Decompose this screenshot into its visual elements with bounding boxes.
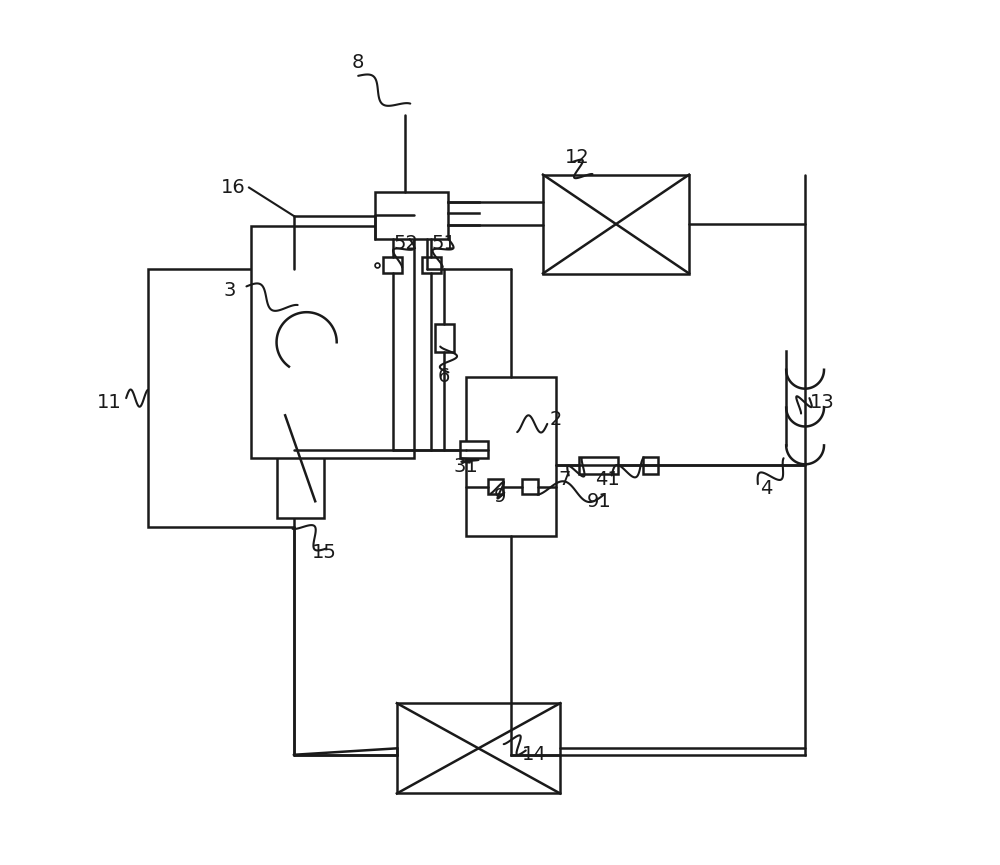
Text: 3: 3 <box>223 281 235 300</box>
Bar <box>579 457 618 474</box>
Bar <box>375 192 448 239</box>
Text: 13: 13 <box>810 393 835 412</box>
Bar <box>397 703 560 793</box>
Text: 91: 91 <box>586 492 611 510</box>
Text: 9: 9 <box>494 488 506 507</box>
Bar <box>488 479 503 495</box>
Text: 4: 4 <box>760 479 773 498</box>
Text: 6: 6 <box>438 367 450 386</box>
Text: 12: 12 <box>565 148 590 167</box>
Bar <box>148 269 294 527</box>
Bar <box>251 227 414 458</box>
Text: 15: 15 <box>311 543 336 562</box>
Bar <box>460 441 488 458</box>
Text: 8: 8 <box>352 54 364 73</box>
Bar <box>422 257 441 272</box>
Text: 7: 7 <box>558 471 571 490</box>
Bar <box>277 398 324 518</box>
Bar <box>643 457 658 474</box>
Text: 52: 52 <box>393 234 418 253</box>
Text: 11: 11 <box>97 393 121 412</box>
Text: 41: 41 <box>595 471 620 490</box>
Bar <box>466 376 556 535</box>
Text: 51: 51 <box>432 234 457 253</box>
Text: 31: 31 <box>453 458 478 477</box>
Bar <box>435 324 454 352</box>
Bar <box>522 479 538 495</box>
Bar <box>543 175 689 273</box>
Text: 14: 14 <box>522 746 547 765</box>
Text: 16: 16 <box>221 178 246 197</box>
Bar <box>383 257 402 272</box>
Text: 2: 2 <box>550 410 562 429</box>
